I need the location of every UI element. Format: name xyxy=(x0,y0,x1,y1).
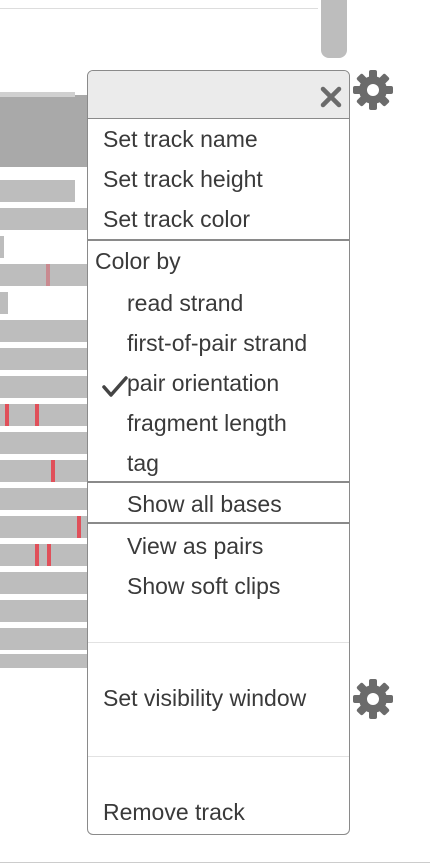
gear-icon[interactable] xyxy=(351,677,395,721)
read-bar xyxy=(0,264,88,286)
menu-header xyxy=(88,71,349,119)
mismatch-mark xyxy=(47,544,51,566)
track-context-menu: Set track name Set track height Set trac… xyxy=(87,70,350,835)
read-bar xyxy=(0,488,88,510)
set-track-color-item[interactable]: Set track color xyxy=(103,206,250,232)
read-bar xyxy=(0,544,88,566)
read-bar xyxy=(0,292,8,314)
color-by-heading: Color by xyxy=(95,248,181,274)
menu-separator xyxy=(88,522,349,524)
remove-track-item[interactable]: Remove track xyxy=(103,799,245,825)
color-by-tag[interactable]: tag xyxy=(127,450,159,476)
menu-separator xyxy=(88,642,349,643)
mismatch-mark xyxy=(77,516,81,538)
read-bar xyxy=(0,628,88,650)
read-bar xyxy=(0,320,88,342)
color-by-first-of-pair-strand[interactable]: first-of-pair strand xyxy=(127,330,308,356)
scrollbar-thumb[interactable] xyxy=(321,0,347,58)
read-bar xyxy=(0,236,4,258)
show-soft-clips-item[interactable]: Show soft clips xyxy=(127,573,281,599)
color-by-pair-orientation[interactable]: pair orientation xyxy=(127,370,280,396)
read-bar xyxy=(0,404,88,426)
mismatch-marks xyxy=(5,264,81,566)
coverage-block-light xyxy=(0,92,75,97)
read-rows xyxy=(0,180,88,668)
color-by-fragment-length[interactable]: fragment length xyxy=(127,410,287,436)
mismatch-mark xyxy=(46,264,50,286)
show-all-bases-item[interactable]: Show all bases xyxy=(127,491,282,517)
mismatch-mark xyxy=(35,544,39,566)
set-track-name-item[interactable]: Set track name xyxy=(103,126,258,152)
read-bar xyxy=(0,348,88,370)
menu-separator xyxy=(88,481,349,483)
read-bar xyxy=(0,460,88,482)
bottom-divider xyxy=(0,862,430,863)
mismatch-mark xyxy=(5,404,9,426)
set-visibility-window-item[interactable]: Set visibility window xyxy=(103,685,307,711)
set-track-height-item[interactable]: Set track height xyxy=(103,166,263,192)
read-bar xyxy=(0,600,88,622)
read-bar xyxy=(0,516,88,538)
checkmark-icon xyxy=(102,376,128,397)
read-bar xyxy=(0,208,88,230)
coverage-block xyxy=(0,95,88,167)
read-bar xyxy=(0,654,88,668)
read-bar xyxy=(0,376,88,398)
read-bar xyxy=(0,180,75,202)
top-divider xyxy=(0,8,318,9)
mismatch-mark xyxy=(35,404,39,426)
read-bar xyxy=(0,572,88,594)
menu-separator xyxy=(88,756,349,757)
read-bar xyxy=(0,432,88,454)
menu-separator xyxy=(88,239,349,241)
mismatch-mark xyxy=(51,460,55,482)
close-icon[interactable] xyxy=(319,85,343,109)
color-by-read-strand[interactable]: read strand xyxy=(127,290,244,316)
gear-icon[interactable] xyxy=(351,68,395,112)
view-as-pairs-item[interactable]: View as pairs xyxy=(127,533,264,559)
